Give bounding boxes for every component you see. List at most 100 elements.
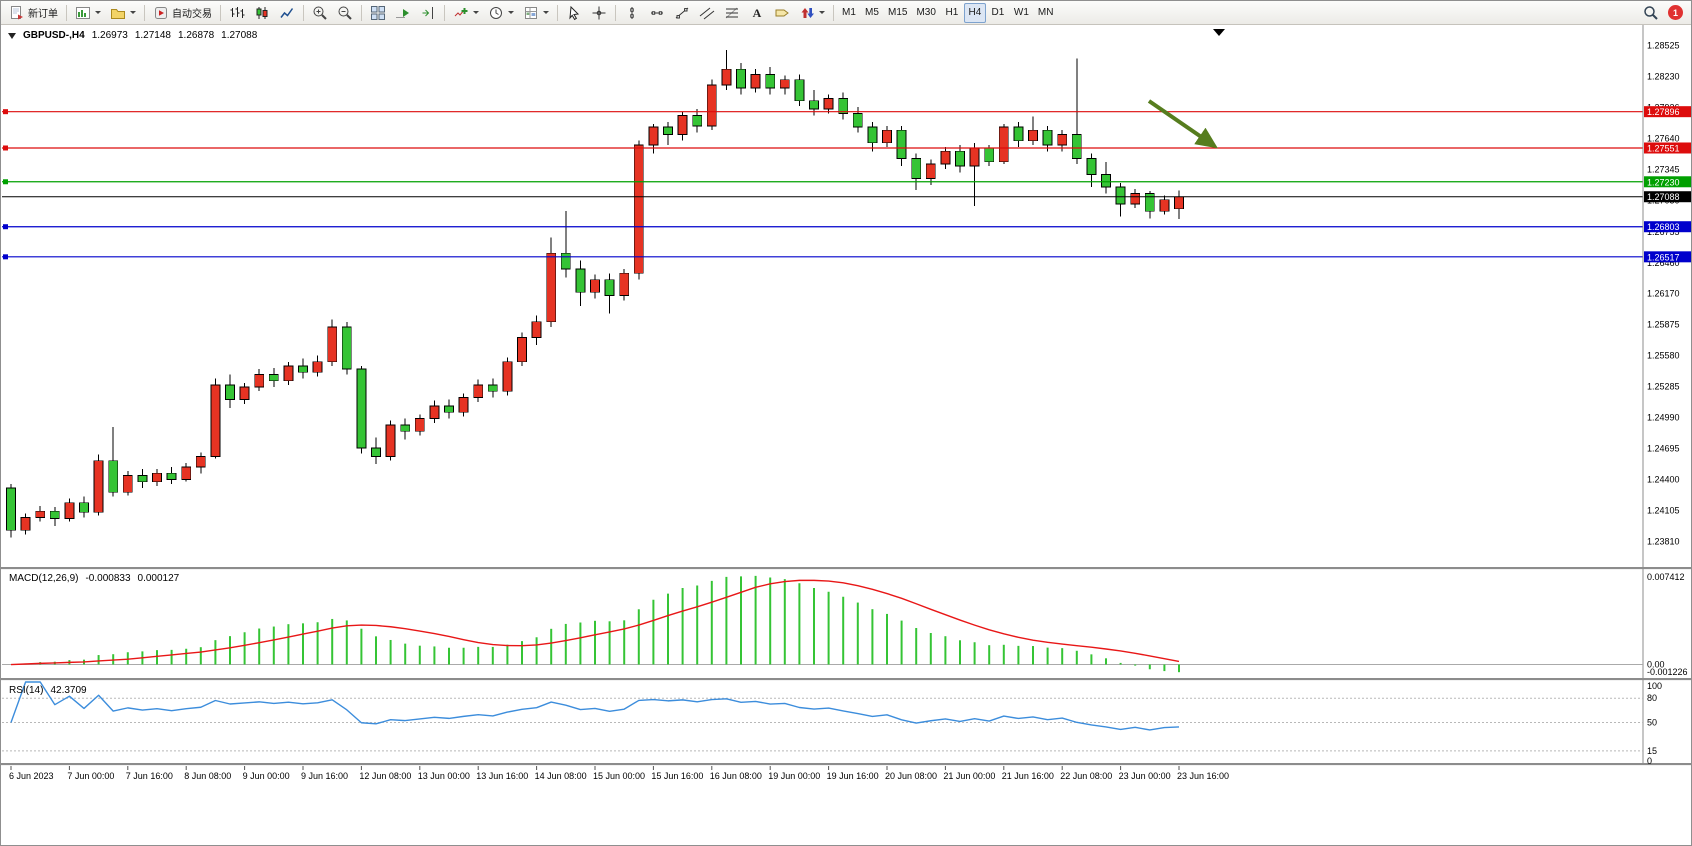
zoom-in-button[interactable] <box>308 3 332 23</box>
level-price-label <box>1644 191 1691 203</box>
autotrading-button[interactable]: 自动交易 <box>149 3 216 23</box>
chart-close-value: 1.27088 <box>221 30 258 41</box>
level-price-label <box>1644 142 1691 154</box>
timeframe-m15-button[interactable]: M15 <box>888 7 908 18</box>
new-chart-icon <box>75 5 91 21</box>
candle-chart-icon <box>254 5 270 21</box>
timeframe-w1-button[interactable]: W1 <box>1013 7 1029 18</box>
crosshair-button[interactable] <box>587 3 611 23</box>
tile-windows-button[interactable] <box>366 3 390 23</box>
line-chart-button[interactable] <box>275 3 299 23</box>
indicators-icon <box>453 5 469 21</box>
indicators-button[interactable] <box>449 3 483 23</box>
search-icon <box>1643 5 1659 21</box>
horizontal-line-button[interactable] <box>645 3 669 23</box>
svg-text:1.23810: 1.23810 <box>1647 537 1680 547</box>
svg-text:1.24695: 1.24695 <box>1647 444 1680 454</box>
level-price-label <box>1644 106 1691 118</box>
new-chart-button[interactable] <box>71 3 105 23</box>
svg-text:1.24990: 1.24990 <box>1647 413 1680 423</box>
main-macd-splitter[interactable] <box>1 567 1692 569</box>
chart-symbol-period: GBPUSD-,H4 <box>23 30 85 41</box>
trend-arrow-annotation[interactable] <box>1147 99 1218 149</box>
channel-button[interactable] <box>695 3 719 23</box>
auto-scroll-icon <box>395 5 411 21</box>
label-button[interactable] <box>770 3 794 23</box>
chart-shift-marker[interactable] <box>1213 29 1225 36</box>
svg-text:1.27551: 1.27551 <box>1647 143 1680 153</box>
level-lines-layer: 1.27896 1.27551 1.27230 1.27088 1.26803 1.265… <box>2 106 1691 263</box>
svg-text:100: 100 <box>1647 681 1662 691</box>
timeframe-m5-button[interactable]: M5 <box>865 7 879 18</box>
chart-shift-button[interactable] <box>416 3 440 23</box>
svg-text:23 Jun 16:00: 23 Jun 16:00 <box>1177 771 1229 781</box>
search-button[interactable] <box>1639 3 1663 23</box>
trendline-button[interactable] <box>670 3 694 23</box>
zoom-out-button[interactable] <box>333 3 357 23</box>
svg-text:1.24400: 1.24400 <box>1647 475 1680 485</box>
level-price-label <box>1644 176 1691 188</box>
macd-rsi-splitter[interactable] <box>1 678 1692 680</box>
cursor-button[interactable] <box>562 3 586 23</box>
toolbar-separator <box>444 4 445 21</box>
line-handle[interactable] <box>3 224 8 230</box>
macd-name: MACD(12,26,9) <box>9 573 79 584</box>
fibonacci-button[interactable] <box>720 3 744 23</box>
crosshair-icon <box>591 5 607 21</box>
rsi-timeaxis-splitter[interactable] <box>1 763 1692 765</box>
candle-chart-button[interactable] <box>250 3 274 23</box>
svg-text:23 Jun 00:00: 23 Jun 00:00 <box>1119 771 1171 781</box>
vertical-line-button[interactable] <box>620 3 644 23</box>
line-handle[interactable] <box>3 254 8 260</box>
timeframe-h1-button[interactable]: H1 <box>945 7 959 18</box>
svg-text:22 Jun 08:00: 22 Jun 08:00 <box>1060 771 1112 781</box>
timeframe-h4-button[interactable]: H4 <box>963 2 986 23</box>
toolbar-separator <box>303 4 304 21</box>
svg-text:80: 80 <box>1647 693 1657 703</box>
svg-text:0.007412: 0.007412 <box>1647 572 1685 582</box>
autotrading-icon <box>153 5 169 21</box>
macd-pane: 0.007412 0.00-0.001226 <box>2 572 1688 677</box>
text-button[interactable]: A <box>745 3 769 23</box>
svg-text:1.25580: 1.25580 <box>1647 350 1680 360</box>
new-order-button[interactable]: 新订单 <box>5 3 62 23</box>
svg-text:1.27345: 1.27345 <box>1647 165 1680 175</box>
horizontal-line-icon <box>649 5 665 21</box>
notification-badge[interactable]: 1 <box>1668 5 1683 20</box>
dropdown-caret-icon <box>473 11 479 14</box>
svg-text:1.25285: 1.25285 <box>1647 381 1680 391</box>
line-chart-icon <box>279 5 295 21</box>
svg-text:19 Jun 16:00: 19 Jun 16:00 <box>827 771 879 781</box>
svg-text:15 Jun 00:00: 15 Jun 00:00 <box>593 771 645 781</box>
rsi-pane: 100 80 50 150 <box>2 681 1662 766</box>
level-price-label <box>1644 221 1691 233</box>
svg-text:1.26803: 1.26803 <box>1647 222 1680 232</box>
line-handle[interactable] <box>3 109 8 115</box>
periods-button[interactable] <box>484 3 518 23</box>
timeframe-mn-button[interactable]: MN <box>1037 7 1054 18</box>
timeframe-m30-button[interactable]: M30 <box>916 7 936 18</box>
timeframe-d1-button[interactable]: D1 <box>991 7 1005 18</box>
svg-text:14 Jun 08:00: 14 Jun 08:00 <box>535 771 587 781</box>
line-handle[interactable] <box>3 179 8 185</box>
chart-open-value: 1.26973 <box>91 30 128 41</box>
macd-rsi-splitter-highlight <box>1 680 1691 681</box>
one-click-trading-toggle-icon[interactable] <box>8 32 16 39</box>
time-axis[interactable]: 6 Jun 2023 7 Jun 00:00 7 Jun 16:00 8 Jun 08… <box>9 766 1229 781</box>
svg-text:-0.001226: -0.001226 <box>1647 667 1688 677</box>
candles-layer <box>6 50 1184 538</box>
arrows-button[interactable] <box>795 3 829 23</box>
bar-chart-button[interactable] <box>225 3 249 23</box>
timeframe-m1-button[interactable]: M1 <box>842 7 856 18</box>
rsi-name: RSI(14) <box>9 685 44 696</box>
profiles-button[interactable] <box>106 3 140 23</box>
auto-scroll-button[interactable] <box>391 3 415 23</box>
dropdown-caret-icon <box>130 11 136 14</box>
svg-text:1.26460: 1.26460 <box>1647 258 1680 268</box>
line-handle[interactable] <box>3 145 8 151</box>
label-icon <box>774 5 790 21</box>
templates-button[interactable] <box>519 3 553 23</box>
periods-icon <box>488 5 504 21</box>
fibonacci-icon <box>724 5 740 21</box>
